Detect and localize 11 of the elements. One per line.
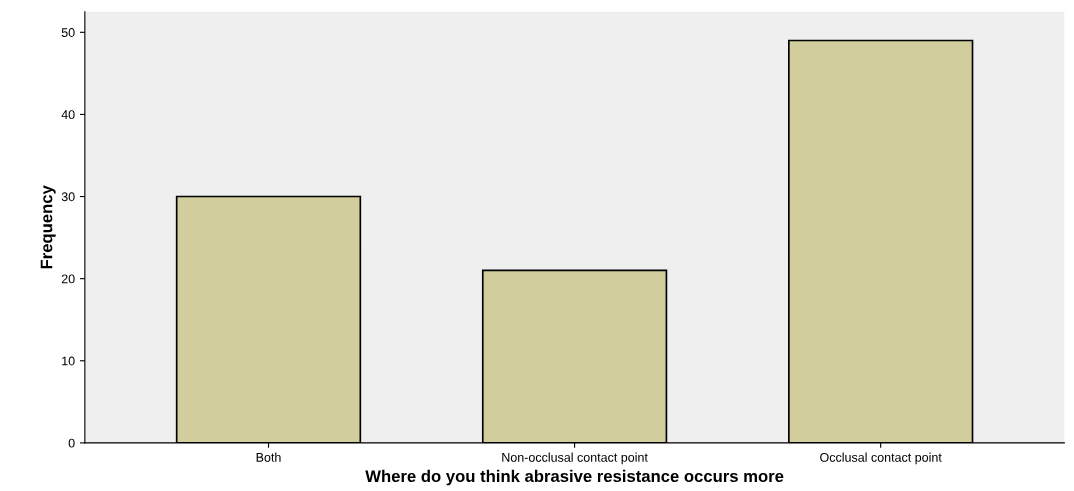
y-tick-label: 0 [68,438,75,448]
y-tick-label: 10 [62,356,75,366]
y-tick-label: 30 [61,192,75,202]
y-axis-title: Frequency [40,185,56,269]
x-axis-title: Where do you think abrasive resistance occurs more [365,469,784,486]
x-tick-label: Non-occlusal contact point [502,452,648,465]
x-tick-label: Occlusal contact point [820,452,942,465]
y-tick-label: 50 [61,28,75,37]
y-tick-label: 40 [61,110,75,120]
x-tick-label: Both [256,452,281,462]
y-tick-label: 20 [61,274,75,284]
